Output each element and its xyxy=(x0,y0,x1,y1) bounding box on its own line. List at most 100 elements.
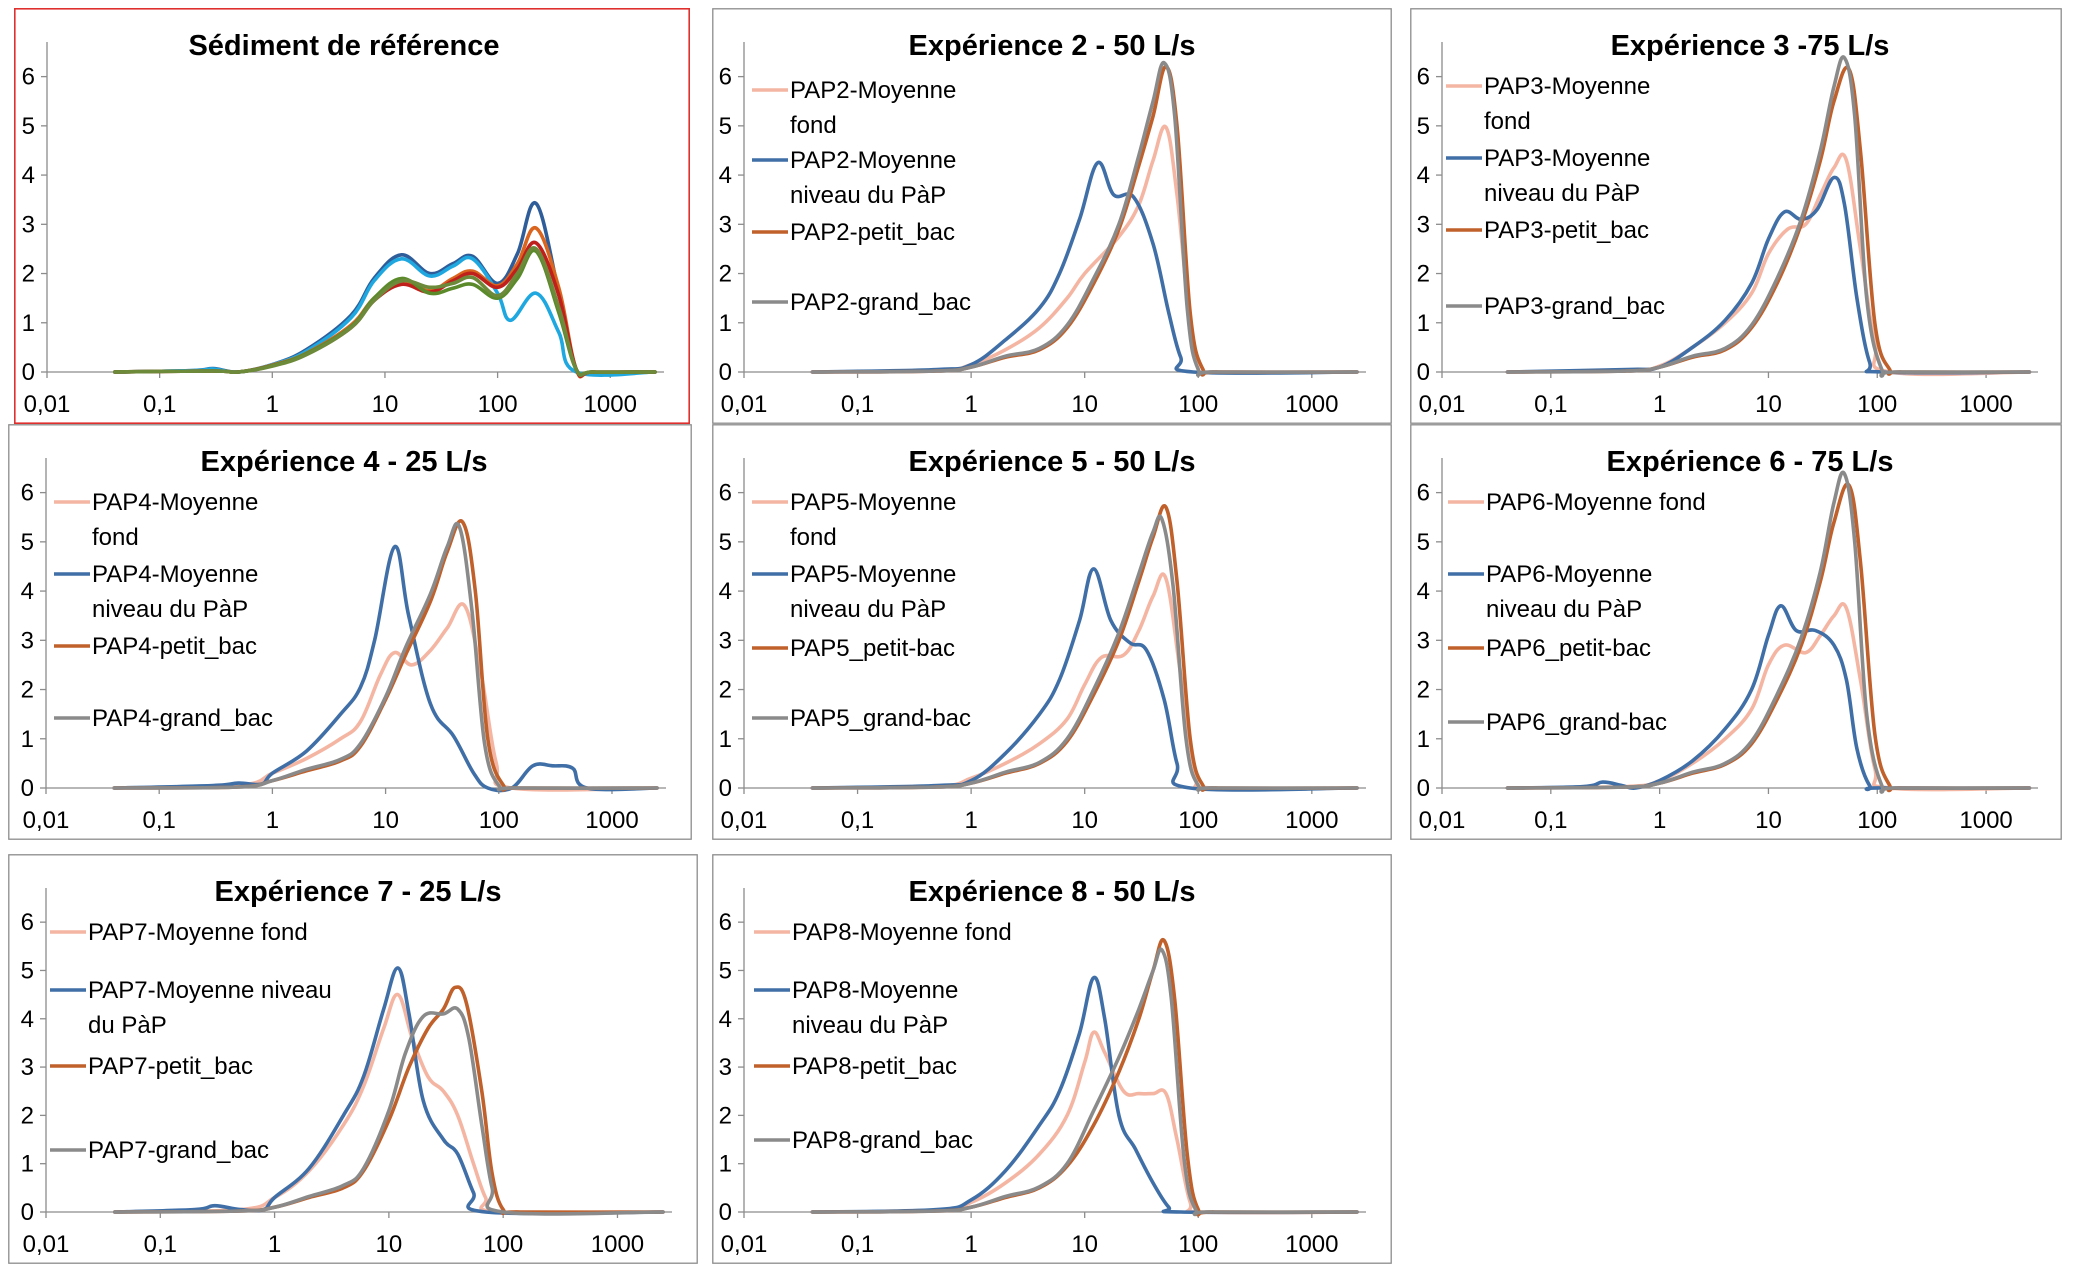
series-line-pap7-grand-bac xyxy=(113,1006,665,1216)
x-tick-label: 10 xyxy=(1071,1231,1098,1258)
y-tick-label: 1 xyxy=(1417,726,1430,753)
panel-experience-4: 0 1 2 3 4 5 6 0,01 0,1 1 10 100 1000 Expérience 4 - 2… xyxy=(8,424,692,840)
x-tick-label: 10 xyxy=(372,807,399,834)
y-tick-label: 5 xyxy=(21,957,34,984)
chart-svg: 0 1 2 3 4 5 6 0,01 0,1 1 10 100 1000 Expérience 2 - 5… xyxy=(712,8,1392,424)
y-tick-label: 2 xyxy=(719,677,732,704)
y-tick-label: 6 xyxy=(719,64,732,91)
y-tick-label: 2 xyxy=(22,261,35,288)
x-tick-label: 0,01 xyxy=(721,1231,768,1258)
x-tick-label: 0,1 xyxy=(841,1231,874,1258)
y-tick-label: 3 xyxy=(21,627,34,654)
x-tick-label: 0,01 xyxy=(23,807,70,834)
legend-label: PAP5_grand-bac xyxy=(790,705,971,732)
legend-label: fond xyxy=(790,524,837,551)
legend-label: niveau du PàP xyxy=(1484,180,1640,207)
series-line-ref-red xyxy=(113,240,657,379)
legend-label: PAP4-grand_bac xyxy=(92,705,273,732)
y-tick-label: 4 xyxy=(1417,162,1430,189)
legend-label: niveau du PàP xyxy=(92,596,248,623)
x-tick-label: 0,1 xyxy=(841,391,874,418)
y-tick-label: 3 xyxy=(719,211,732,238)
legend-label: PAP3-petit_bac xyxy=(1484,217,1649,244)
chart-title: Expérience 5 - 50 L/s xyxy=(909,446,1196,478)
x-tick-label: 100 xyxy=(1857,391,1897,418)
y-tick-label: 4 xyxy=(719,1006,732,1033)
chart-svg: 0 1 2 3 4 5 6 0,01 0,1 1 10 100 1000 Expérience 4 - 2… xyxy=(8,424,692,840)
chart-svg: 0 1 2 3 4 5 6 0,01 0,1 1 10 100 1000 Sédiment de réfé… xyxy=(14,8,690,424)
y-tick-label: 0 xyxy=(719,1199,732,1226)
chart-svg: 0 1 2 3 4 5 6 0,01 0,1 1 10 100 1000 Expérience 7 - 2… xyxy=(8,854,698,1264)
x-tick-label: 10 xyxy=(1755,807,1782,834)
panel-border xyxy=(712,8,1392,424)
legend-label: niveau du PàP xyxy=(790,182,946,209)
x-tick-label: 10 xyxy=(1071,807,1098,834)
legend-label: niveau du PàP xyxy=(790,596,946,623)
x-tick-label: 1 xyxy=(964,1231,977,1258)
chart-svg: 0 1 2 3 4 5 6 0,01 0,1 1 10 100 1000 Expérience 6 - 7… xyxy=(1410,424,2062,840)
series-line-pap3-moyenne-niveau-du-pap xyxy=(1505,175,2032,375)
chart-title: Expérience 4 - 25 L/s xyxy=(201,446,488,478)
chart-title: Expérience 7 - 25 L/s xyxy=(215,876,502,908)
x-tick-label: 0,01 xyxy=(1419,807,1466,834)
x-tick-label: 1000 xyxy=(584,391,637,418)
x-tick-label: 1000 xyxy=(1285,807,1338,834)
panel-experience-5: 0 1 2 3 4 5 6 0,01 0,1 1 10 100 1000 Expérience 5 - 5… xyxy=(712,424,1392,840)
y-tick-label: 5 xyxy=(1417,113,1430,140)
legend-label: PAP7-Moyenne fond xyxy=(88,919,308,946)
x-tick-label: 1 xyxy=(266,807,279,834)
x-tick-label: 100 xyxy=(1178,391,1218,418)
series-line-pap4-moyenne-fond xyxy=(112,602,659,792)
x-tick-label: 100 xyxy=(478,391,518,418)
legend-label: PAP6-Moyenne fond xyxy=(1486,489,1706,516)
y-tick-label: 5 xyxy=(719,529,732,556)
y-tick-label: 0 xyxy=(22,359,35,386)
y-tick-label: 1 xyxy=(21,726,34,753)
y-tick-label: 0 xyxy=(21,775,34,802)
series-line-pap2-moyenne-niveau-du-pap xyxy=(810,160,1359,375)
y-tick-label: 3 xyxy=(21,1054,34,1081)
legend-label: PAP4-petit_bac xyxy=(92,633,257,660)
series-line-ref-orange xyxy=(113,226,657,379)
y-tick-label: 2 xyxy=(1417,261,1430,288)
series-line-pap7-petit-bac xyxy=(113,985,665,1216)
chart-svg: 0 1 2 3 4 5 6 0,01 0,1 1 10 100 1000 Expérience 8 - 5… xyxy=(712,854,1392,1264)
x-tick-label: 100 xyxy=(483,1231,523,1258)
series-line-pap8-moyenne-niveau-du-pap xyxy=(810,975,1359,1215)
x-tick-label: 10 xyxy=(372,391,399,418)
y-tick-label: 1 xyxy=(21,1151,34,1178)
y-tick-label: 6 xyxy=(21,480,34,507)
panel-experience-2: 0 1 2 3 4 5 6 0,01 0,1 1 10 100 1000 Expérience 2 - 5… xyxy=(712,8,1392,424)
legend-label: PAP5-Moyenne xyxy=(790,561,956,588)
y-tick-label: 6 xyxy=(719,909,732,936)
panel-border xyxy=(712,424,1392,840)
chart-title: Expérience 2 - 50 L/s xyxy=(909,30,1196,62)
panel-border xyxy=(8,424,692,840)
panel-border xyxy=(14,8,690,424)
series-line-pap4-grand-bac xyxy=(112,521,659,792)
panel-experience-7: 0 1 2 3 4 5 6 0,01 0,1 1 10 100 1000 Expérience 7 - 2… xyxy=(8,854,698,1264)
y-tick-label: 6 xyxy=(719,480,732,507)
y-tick-label: 0 xyxy=(1417,775,1430,802)
y-tick-label: 1 xyxy=(719,726,732,753)
legend-label: fond xyxy=(1484,108,1531,135)
legend-label: PAP7-Moyenne niveau xyxy=(88,977,332,1004)
legend-label: PAP7-grand_bac xyxy=(88,1137,269,1164)
x-tick-label: 1 xyxy=(268,1231,281,1258)
y-tick-label: 2 xyxy=(719,1102,732,1129)
legend-label: PAP8-grand_bac xyxy=(792,1127,973,1154)
chart-title: Expérience 8 - 50 L/s xyxy=(909,876,1196,908)
legend-label: PAP3-grand_bac xyxy=(1484,293,1665,320)
series-line-pap7-moyenne-fond xyxy=(113,992,665,1215)
x-tick-label: 10 xyxy=(1071,391,1098,418)
x-tick-label: 1 xyxy=(964,391,977,418)
y-tick-label: 5 xyxy=(1417,529,1430,556)
legend-label: fond xyxy=(92,524,139,551)
legend-label: PAP8-petit_bac xyxy=(792,1053,957,1080)
series-line-pap2-grand-bac xyxy=(810,60,1359,378)
legend-label: PAP7-petit_bac xyxy=(88,1053,253,1080)
x-tick-label: 0,1 xyxy=(1534,391,1567,418)
panel-border xyxy=(8,854,698,1264)
legend-label: PAP5_petit-bac xyxy=(790,635,955,662)
y-tick-label: 1 xyxy=(719,1151,732,1178)
